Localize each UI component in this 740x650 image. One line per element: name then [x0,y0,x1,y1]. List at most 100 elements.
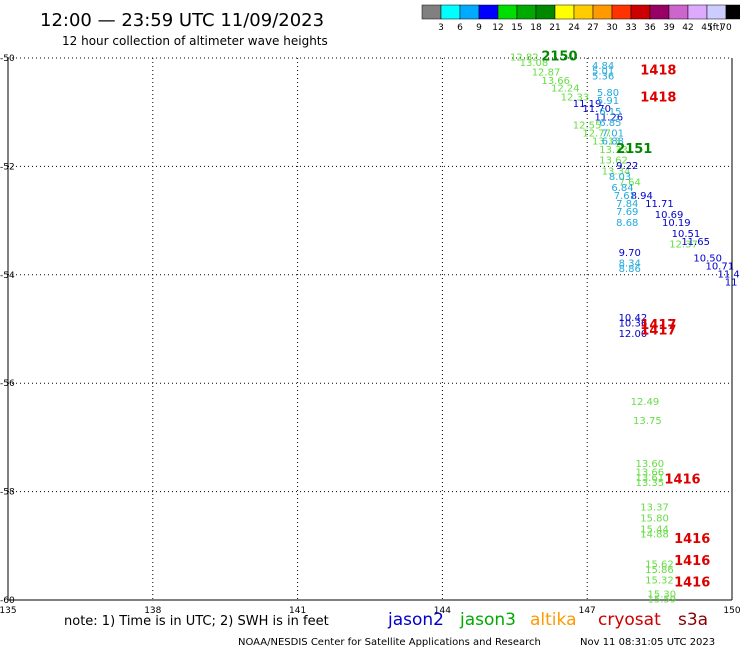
y-tick-label: -56 [0,379,15,389]
wave-height-label: 6.85 [599,118,621,129]
color-swatch [459,4,480,20]
pass-number-label: 2150 [541,50,577,65]
pass-number-label: 2151 [616,142,652,157]
wave-height-label: 10.51 [672,229,701,240]
color-scale-label: 9 [476,23,482,33]
wave-height-label: 6.84 [611,183,633,194]
color-swatch [649,4,670,20]
color-scale-label: 39 [663,23,675,33]
wave-height-label: 10.69 [655,210,684,221]
y-tick-label: -58 [0,488,15,498]
pass-number-label: 1416 [674,532,710,547]
wave-height-label: 8.86 [619,264,641,275]
y-tick-label: -50 [0,54,15,64]
satellite-legend-cryosat: cryosat [598,610,661,630]
wave-height-label: 13.34 [602,167,631,178]
wave-height-label: 12.24 [551,84,580,95]
axis-ticks: 135 138 141 144 147 150 -50 -52 -54 -56 -58 -60 [0,54,740,616]
color-scale-label: 21 [549,23,560,33]
wave-height-label: 6.88 [602,137,624,148]
pass-number-label: 1416 [674,554,710,569]
wave-height-label: 12.49 [631,397,660,408]
wave-height-label: 15.59 [648,595,677,606]
wave-height-label: 12.87 [532,67,561,78]
color-swatch [611,4,632,20]
wave-height-label: 15.30 [648,589,677,600]
color-swatch [630,4,651,20]
color-swatch [478,4,499,20]
satellite-legend-jason3: jason3 [459,610,516,630]
x-tick-label: 141 [289,606,306,616]
wave-height-label: 12.77 [582,129,611,140]
wave-height-label: 10.19 [662,218,691,229]
color-scale-legend: 3 6 9 12 15 18 21 24 27 30 33 36 39 42 45 70(ft) [421,4,740,33]
wave-height-label: 13.61 [635,473,664,484]
wave-height-label: 11.71 [645,199,674,210]
wave-height-label: 13.75 [633,416,662,427]
wave-height-label: 11.70 [582,104,611,115]
wave-height-label: 5.80 [597,88,619,99]
wave-height-label: 13.13 [592,137,621,148]
wave-height-label: 11.19 [573,99,602,110]
wave-height-label: 15.44 [640,524,669,535]
wave-height-label: 15.86 [645,565,674,576]
wave-height-label: 5.36 [592,72,614,83]
wave-height-label: 7.84 [616,199,638,210]
data-labels: 12.8213.0812.8713.6612.2412.3312.5512.77… [510,50,740,606]
wave-height-label: 10.71 [705,261,734,272]
color-swatch [535,4,556,20]
wave-height-label: 14.88 [640,530,669,541]
color-swatch [592,4,613,20]
y-tick-label: -54 [0,271,15,281]
color-scale-label: 45 [701,23,712,33]
wave-height-label: 7.64 [619,177,641,188]
pass-number-label: 1418 [640,90,676,105]
color-scale-label: 70 [720,23,732,33]
wave-height-label: 11.65 [681,237,710,248]
wave-height-label: 5.01 [592,66,614,77]
satellite-legend: jason2 jason3 altika cryosat s3a [387,610,708,630]
wave-height-label: 13.60 [635,459,664,470]
wave-height-label: 12.33 [561,92,590,103]
color-scale-label: 30 [606,23,618,33]
wave-height-label: 8.94 [631,191,653,202]
wave-height-label: 12.00 [619,329,648,340]
color-scale-label: 3 [438,23,444,33]
color-swatch [554,4,575,20]
footer-credit: NOAA/NESDIS Center for Satellite Applica… [238,637,541,648]
pass-number-label: 1416 [664,472,700,487]
color-scale-label: 12 [492,23,503,33]
wave-height-label: 8.34 [619,259,641,270]
x-tick-label: 135 [0,606,17,616]
wave-height-label: 5.91 [597,96,619,107]
x-tick-label: 138 [144,606,161,616]
wave-height-label: 10.36 [619,318,648,329]
wave-height-label: 10.42 [619,313,648,324]
wave-height-label: 9.22 [616,161,638,172]
color-scale-label: 42 [682,23,693,33]
wave-height-label: 4.84 [592,61,614,72]
wave-height-label: 15.32 [645,576,674,587]
color-swatch [706,4,727,20]
pass-number-label: 1416 [674,575,710,590]
color-scale-label: 33 [625,23,636,33]
x-tick-label: 147 [579,606,596,616]
wave-height-label: 11 [725,278,738,289]
color-scale-label: 24 [568,23,580,33]
wave-height-label: 6.15 [599,107,621,118]
wave-height-label: 12.82 [510,53,539,64]
x-tick-label: 150 [723,606,740,616]
wave-height-label: 11.26 [594,112,623,123]
wave-height-label: 11.4 [718,270,740,281]
satellite-legend-jason2: jason2 [387,610,444,630]
color-swatch [516,4,537,20]
satellite-legend-s3a: s3a [678,610,708,630]
wave-height-label: 13.66 [635,467,664,478]
pass-number-label: 1417 [640,323,676,338]
color-swatch [440,4,461,20]
wave-height-label: 13.08 [520,58,549,69]
color-swatch [497,4,518,20]
footer-timestamp: Nov 11 08:31:05 UTC 2023 [580,637,715,648]
color-scale-label: 18 [530,23,542,33]
